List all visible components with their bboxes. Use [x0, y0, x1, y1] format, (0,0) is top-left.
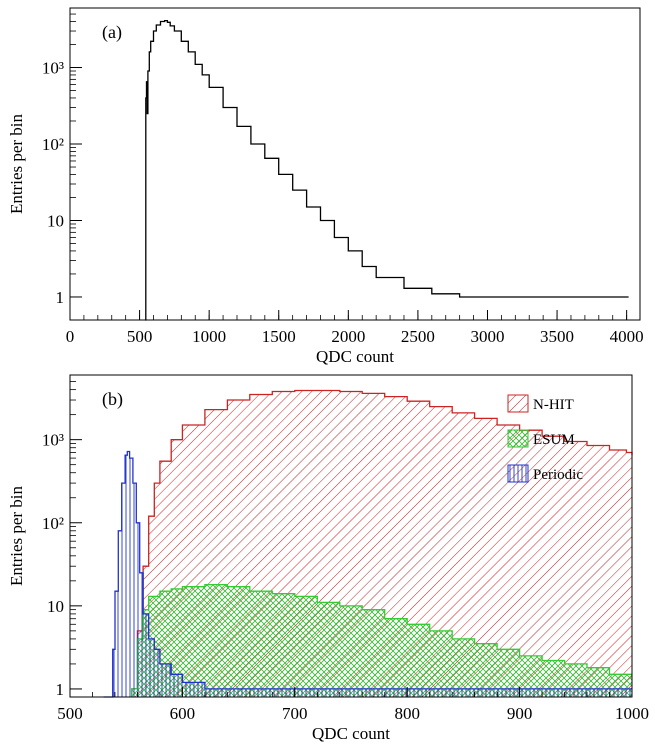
panel-a-label: (a) — [102, 22, 122, 43]
panel-a-series — [145, 19, 629, 321]
x-tick-label: 4000 — [610, 327, 644, 346]
x-tick-label: 700 — [282, 704, 308, 723]
x-tick-label: 1000 — [615, 704, 649, 723]
panel-a-x-axis-label: QDC count — [316, 347, 394, 366]
x-tick-label: 500 — [57, 704, 83, 723]
y-tick-label: 10³ — [42, 431, 64, 450]
legend-swatch-nhit — [507, 394, 529, 413]
x-tick-label: 1500 — [262, 327, 296, 346]
y-tick-label: 10² — [42, 135, 64, 154]
panel-a-y-ticks: 1 10 10² 10³ — [42, 7, 82, 307]
panel-b-series-1-line — [131, 583, 632, 697]
x-tick-label: 3500 — [540, 327, 574, 346]
panel-b-x-ticks: 500 600 700 800 900 1000 — [57, 687, 649, 723]
panel-b-y-ticks: 1 10 10² 10³ — [42, 374, 82, 699]
legend-label-nhit: N-HIT — [533, 397, 574, 413]
panel-a-series-0-line — [145, 19, 629, 321]
panel-b-series-2-line — [103, 450, 632, 698]
legend-swatch-esum — [507, 429, 529, 448]
x-tick-label: 2000 — [331, 327, 365, 346]
y-tick-label: 10 — [47, 597, 64, 616]
panel-a-x-ticks: 0 500 1000 1500 2000 2500 3000 3500 4000 — [66, 310, 644, 346]
y-tick-label: 10³ — [42, 59, 64, 78]
legend-label-periodic: Periodic — [533, 467, 583, 483]
panel-b-x-axis-label: QDC count — [312, 724, 390, 743]
panel-b-series-0-line — [131, 389, 633, 697]
legend-swatch-periodic — [507, 464, 529, 483]
panel-b-series-2-fill — [103, 451, 632, 697]
x-tick-label: 500 — [127, 327, 153, 346]
x-tick-label: 0 — [66, 327, 75, 346]
x-tick-label: 900 — [507, 704, 533, 723]
panel-b-y-axis-label: Entries per bin — [7, 485, 26, 586]
y-tick-label: 1 — [56, 680, 65, 699]
panel-a: 0 500 1000 1500 2000 2500 3000 3500 4000 11010²1… — [7, 7, 644, 366]
panel-b-series-1-fill — [131, 584, 633, 697]
panel-b-label: (b) — [102, 389, 123, 410]
y-tick-label: 10² — [42, 514, 64, 533]
x-tick-label: 1000 — [192, 327, 226, 346]
panel-b-series — [103, 389, 633, 698]
panel-a-frame — [69, 7, 641, 321]
y-tick-label: 10 — [47, 211, 64, 230]
panel-b: 500 600 700 800 900 1000 1 10 10² 10³ (b) QDC co… — [7, 374, 649, 743]
x-tick-label: 2500 — [401, 327, 435, 346]
panel-b-legend: N-HIT ESUM Periodic — [507, 394, 583, 483]
legend-label-esum: ESUM — [533, 432, 575, 448]
y-tick-label: 1 — [56, 288, 65, 307]
panel-a-y-axis-label: Entries per bin — [7, 113, 26, 214]
x-tick-label: 600 — [170, 704, 196, 723]
x-tick-label: 3000 — [470, 327, 504, 346]
x-tick-label: 800 — [394, 704, 420, 723]
